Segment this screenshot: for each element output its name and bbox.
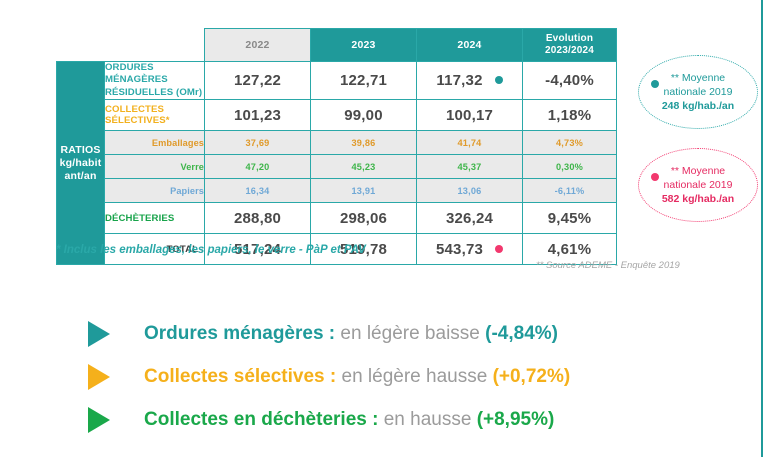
table-row-emballages: Emballages 37,69 39,86 41,74 4,73% [57, 130, 617, 156]
column-header-2022: 2022 [204, 28, 311, 62]
cell-verre-2022: 47,20 [204, 154, 311, 180]
table-row-dechèteries: DÉCHÈTERIES 288,80 298,06 326,24 9,45% [57, 202, 617, 235]
cell-total-2023: 519,78 [310, 233, 417, 266]
cell-emballages-2023: 39,86 [310, 130, 417, 156]
row-label-total: TOTAL : [104, 233, 205, 266]
bullet-item-collectes-dechèteries: Collectes en déchèteries : en hausse (+8… [88, 398, 688, 441]
callout-omr-line-1: ** Moyenne [670, 71, 726, 84]
bullet-value-ordures-menageres: (-4,84%) [485, 322, 558, 344]
evolution-header-line-2: 2023/2024 [544, 45, 595, 56]
cell-emballages-2024: 41,74 [416, 130, 523, 156]
cell-cs-2024: 100,17 [416, 99, 523, 132]
teal-dot-icon [494, 76, 503, 85]
cell-total-2024: 543,73 [416, 233, 523, 266]
cell-omr-2024: 117,32 [416, 60, 523, 101]
header-label-blank [105, 29, 205, 62]
cell-cs-2022: 101,23 [204, 99, 311, 132]
bullet-title-collectes-dechèteries: Collectes en déchèteries : [144, 408, 379, 430]
ratios-side-line-2: kg/habit [59, 156, 102, 169]
row-label-omr: ORDURES MÉNAGÈRES RÉSIDUELLES (OMr) [104, 60, 205, 101]
cell-dech-2022: 288,80 [204, 202, 311, 235]
cell-total-2022: 517,24 [204, 233, 311, 266]
bullet-item-collectes-selectives: Collectes sélectives : en légère hausse … [88, 355, 688, 398]
callout-total-line-2: nationale 2019 [663, 178, 733, 191]
callout-total-line-1: ** Moyenne [670, 164, 726, 177]
bullet-middle-collectes-dechèteries: en hausse [383, 408, 472, 430]
table-header-row: 2022 2023 2024 Evolution 2023/2024 [57, 28, 617, 62]
row-label-dechèteries: DÉCHÈTERIES [104, 202, 205, 235]
callout-national-average-omr: ** Moyenne nationale 2019 248 kg/hab./an [638, 55, 758, 129]
cell-omr-2024-value: 117,32 [436, 72, 483, 90]
cell-omr-2022: 127,22 [204, 60, 311, 101]
callout-omr-line-2: nationale 2019 [663, 85, 733, 98]
cell-total-evolution: 4,61% [522, 233, 617, 266]
callout-national-average-total: ** Moyenne nationale 2019 582 kg/hab./an [638, 148, 758, 222]
evolution-header-line-1: Evolution [545, 32, 594, 44]
pink-dot-icon [495, 244, 504, 253]
table-row-collectes-selectives: COLLECTES SÉLECTIVES* 101,23 99,00 100,1… [57, 99, 617, 132]
summary-bullet-list: Ordures ménagères : en légère baisse (-4… [88, 312, 688, 441]
footnote-asterisk: * Inclus les emballages, les papiers, le… [56, 244, 366, 256]
row-label-omr-line-2: RÉSIDUELLES (OMr) [105, 86, 203, 98]
callout-total-line-3: 582 kg/hab./an [661, 193, 735, 206]
cell-papiers-2024: 13,06 [416, 178, 523, 204]
cell-emballages-evolution: 4,73% [522, 130, 617, 156]
header-corner-blank [57, 29, 105, 62]
pink-dot-icon [651, 173, 659, 181]
ratios-side-line-1: RATIOS [60, 143, 101, 156]
row-label-omr-line-1: ORDURES MÉNAGÈRES [105, 62, 168, 86]
ratios-side-line-3: ant/an [64, 169, 97, 182]
bullet-text-collectes-selectives: Collectes sélectives : en légère hausse … [144, 366, 570, 388]
cell-omr-evolution: -4,40% [522, 60, 617, 101]
table-row-papiers: Papiers 16,34 13,91 13,06 -6,11% [57, 178, 617, 204]
cell-total-2024-value: 543,73 [435, 240, 484, 258]
table-row-verre: Verre 47,20 45,23 45,37 0,30% [57, 154, 617, 180]
bullet-item-ordures-menageres: Ordures ménagères : en légère baisse (-4… [88, 312, 688, 355]
cell-verre-evolution: 0,30% [522, 154, 617, 180]
column-header-2024: 2024 [416, 28, 523, 62]
bullet-middle-collectes-selectives: en légère hausse [341, 365, 488, 387]
right-vertical-rule [761, 0, 763, 457]
bullet-title-ordures-menageres: Ordures ménagères : [144, 322, 336, 344]
cell-verre-2024: 45,37 [416, 154, 523, 180]
bullet-value-collectes-selectives: (+0,72%) [492, 365, 571, 387]
table-row-total: TOTAL : 517,24 519,78 543,73 4,61% [57, 233, 617, 266]
cell-papiers-evolution: -6,11% [522, 178, 617, 204]
column-header-2023: 2023 [310, 28, 417, 62]
cell-omr-2023: 122,71 [310, 60, 417, 101]
row-label-emballages: Emballages [104, 130, 205, 156]
ratios-side-label: RATIOS kg/habit ant/an [56, 60, 105, 266]
cell-emballages-2022: 37,69 [204, 130, 311, 156]
table-row-omr: RATIOS kg/habit ant/an ORDURES MÉNAGÈRES… [56, 60, 617, 266]
cell-dech-2023: 298,06 [310, 202, 417, 235]
cell-papiers-2022: 16,34 [204, 178, 311, 204]
cell-verre-2023: 45,23 [310, 154, 417, 180]
cell-dech-evolution: 9,45% [522, 202, 617, 235]
bullet-value-collectes-dechèteries: (+8,95%) [476, 408, 555, 430]
triangle-bullet-icon [88, 406, 110, 433]
cell-cs-2023: 99,00 [310, 99, 417, 132]
bullet-text-collectes-dechèteries: Collectes en déchèteries : en hausse (+8… [144, 409, 554, 431]
triangle-bullet-icon [88, 363, 110, 390]
column-header-evolution: Evolution 2023/2024 [522, 28, 617, 62]
triangle-bullet-icon [88, 320, 110, 347]
cell-dech-2024: 326,24 [416, 202, 523, 235]
ratios-table: 2022 2023 2024 Evolution 2023/2024 RATIO… [56, 28, 617, 266]
teal-dot-icon [651, 80, 659, 88]
cell-cs-evolution: 1,18% [522, 99, 617, 132]
row-label-collectes-selectives: COLLECTES SÉLECTIVES* [104, 99, 205, 132]
cell-papiers-2023: 13,91 [310, 178, 417, 204]
bullet-title-collectes-selectives: Collectes sélectives : [144, 365, 337, 387]
footnote-source: ** Source ADEME - Enquête 2019 [536, 260, 680, 271]
bullet-text-ordures-menageres: Ordures ménagères : en légère baisse (-4… [144, 323, 558, 345]
bullet-middle-ordures-menageres: en légère baisse [340, 322, 480, 344]
row-label-verre: Verre [104, 154, 205, 180]
callout-omr-line-3: 248 kg/hab./an [661, 100, 735, 113]
row-label-papiers: Papiers [104, 178, 205, 204]
